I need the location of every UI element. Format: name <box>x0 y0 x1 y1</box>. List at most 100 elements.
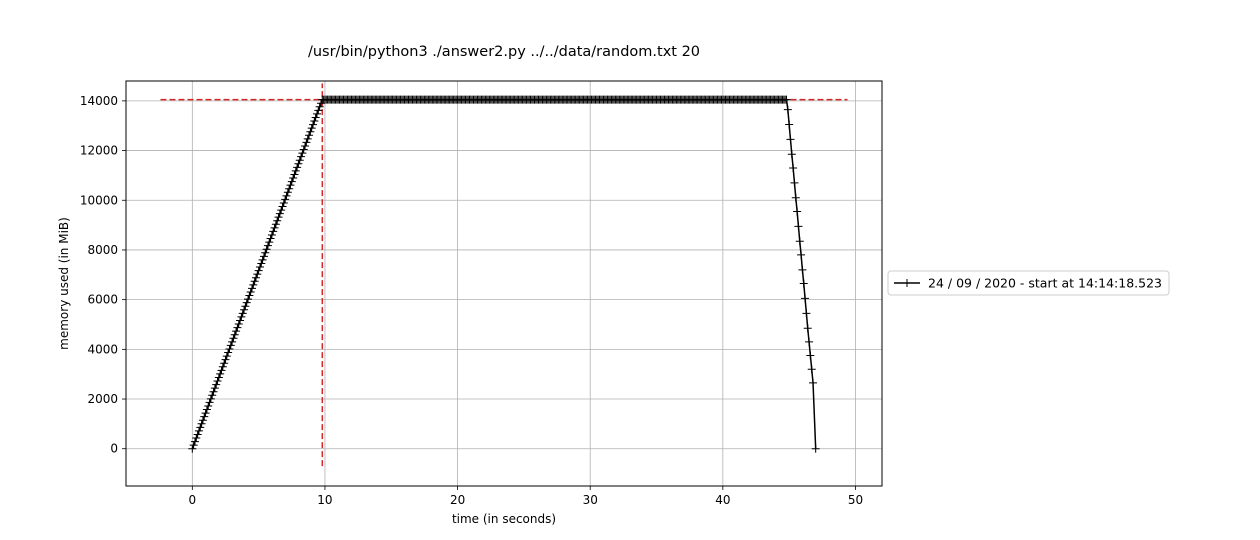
data-point <box>798 265 807 274</box>
y-tick-label: 14000 <box>80 94 118 108</box>
data-point <box>234 320 243 329</box>
legend-entry-label: 24 / 09 / 2020 - start at 14:14:18.523 <box>928 276 1162 291</box>
data-point <box>266 234 275 243</box>
data-point <box>785 120 794 129</box>
data-point <box>246 287 255 296</box>
data-point <box>209 387 218 396</box>
y-tick-label: 0 <box>110 442 118 456</box>
data-point <box>281 195 290 204</box>
data-point <box>217 366 226 375</box>
data-point <box>196 423 205 432</box>
data-point <box>314 106 323 115</box>
data-point <box>783 105 792 114</box>
data-point <box>253 270 262 279</box>
x-tick-label: 10 <box>317 493 332 507</box>
data-point <box>315 102 324 111</box>
data-point <box>202 405 211 414</box>
data-point <box>259 252 268 261</box>
data-point <box>226 341 235 350</box>
x-tick-label: 0 <box>188 493 196 507</box>
data-point <box>799 279 808 288</box>
data-point <box>811 444 820 453</box>
data-point <box>269 227 278 236</box>
data-point <box>791 193 800 202</box>
y-tick-label: 12000 <box>80 144 118 158</box>
data-point <box>270 223 279 232</box>
data-point <box>213 377 222 386</box>
data-point <box>250 277 259 286</box>
y-tick-label: 8000 <box>87 243 118 257</box>
data-point <box>801 294 810 303</box>
data-point <box>251 273 260 282</box>
x-tick-label: 30 <box>583 493 598 507</box>
data-point <box>258 255 267 264</box>
data-point <box>283 188 292 197</box>
data-point <box>216 369 225 378</box>
data-point <box>194 426 203 435</box>
data-point <box>275 209 284 218</box>
y-tick-label: 10000 <box>80 193 118 207</box>
data-point <box>197 419 206 428</box>
data-point <box>261 248 270 257</box>
y-tick-label: 2000 <box>87 392 118 406</box>
reference-lines <box>160 83 848 467</box>
data-point <box>267 230 276 239</box>
data-point <box>287 177 296 186</box>
data-point <box>188 444 197 453</box>
data-point <box>298 149 307 158</box>
data-point <box>230 330 239 339</box>
data-point <box>240 305 249 314</box>
data-point <box>305 131 314 140</box>
chart-title: /usr/bin/python3 ./answer2.py ../../data… <box>308 44 700 60</box>
data-point <box>807 365 816 374</box>
data-point <box>242 298 251 307</box>
axis-ticks: 0 10 20 30 40 50 0 2000 4000 6000 8000 10000 12000 14… <box>80 94 863 507</box>
data-point <box>794 222 803 231</box>
data-point <box>221 355 230 364</box>
data-point <box>200 412 209 421</box>
data-point <box>306 127 315 136</box>
data-point <box>263 241 272 250</box>
data-point <box>782 95 791 104</box>
data-point <box>293 163 302 172</box>
data-point <box>228 337 237 346</box>
data-point <box>805 337 814 346</box>
data-point <box>303 134 312 143</box>
data-point <box>255 263 264 272</box>
series-line <box>191 98 817 449</box>
data-point <box>218 362 227 371</box>
data-point <box>198 416 207 425</box>
y-tick-label: 6000 <box>87 293 118 307</box>
data-point <box>232 327 241 336</box>
data-point <box>271 220 280 229</box>
data-point <box>312 109 321 118</box>
data-point <box>786 135 795 144</box>
data-point <box>244 295 253 304</box>
data-point <box>254 266 263 275</box>
data-point <box>294 159 303 168</box>
data-point <box>193 430 202 439</box>
data-point <box>237 312 246 321</box>
data-point <box>206 394 215 403</box>
data-point <box>295 156 304 165</box>
data-point <box>297 152 306 161</box>
data-point <box>245 291 254 300</box>
data-point <box>222 352 231 361</box>
data-point <box>210 384 219 393</box>
data-point <box>233 323 242 332</box>
y-axis-label: memory used (in MiB) <box>57 217 71 350</box>
x-tick-label: 20 <box>450 493 465 507</box>
data-point <box>290 170 299 179</box>
data-point <box>201 409 210 418</box>
grid-lines <box>126 81 882 486</box>
data-point <box>809 378 818 387</box>
data-point <box>789 163 798 172</box>
data-point <box>309 120 318 129</box>
data-point <box>212 380 221 389</box>
data-point <box>190 437 199 446</box>
data-point <box>289 174 298 183</box>
y-tick-label: 4000 <box>87 342 118 356</box>
data-point <box>282 191 291 200</box>
series-memory <box>188 95 820 453</box>
data-point <box>241 302 250 311</box>
